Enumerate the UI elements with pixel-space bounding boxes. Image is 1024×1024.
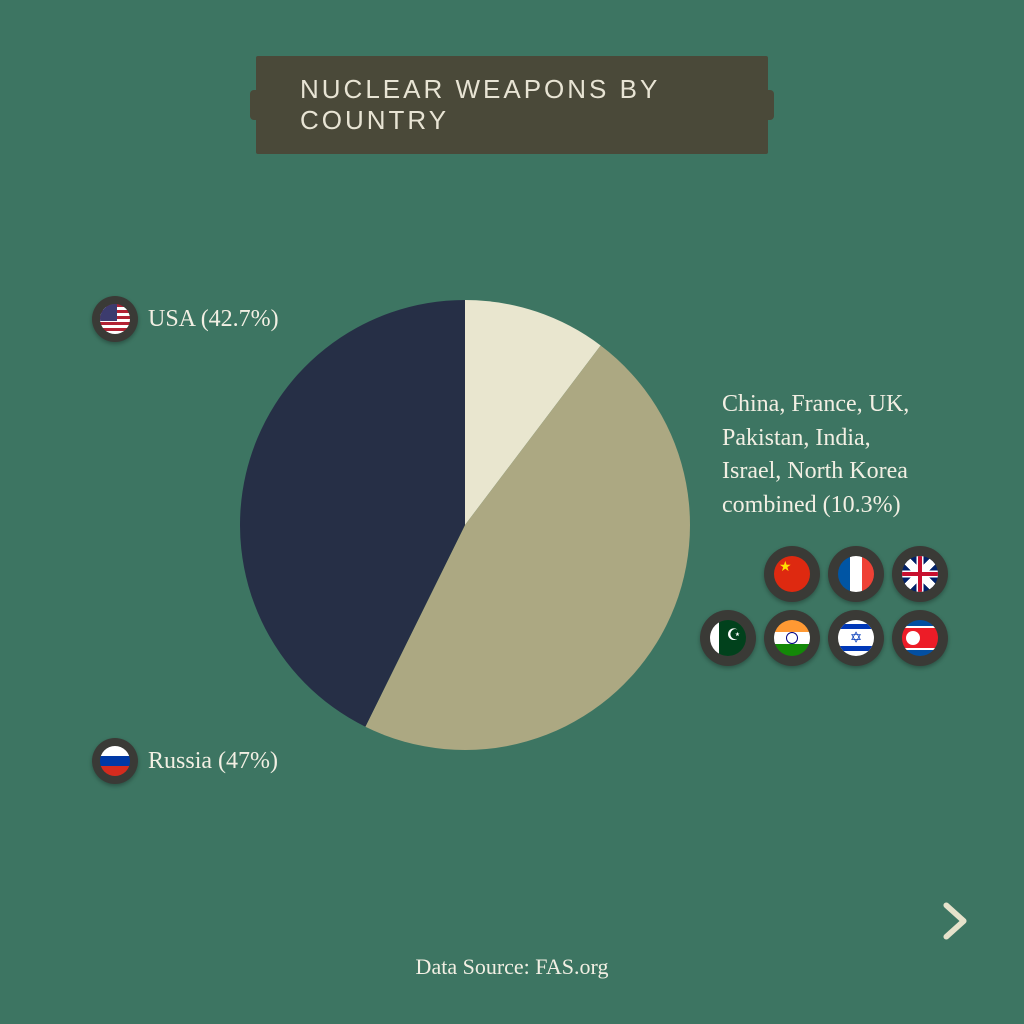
label-other-line: combined (10.3%) [722,489,982,523]
france-flag-icon [828,546,884,602]
label-other-line: Israel, North Korea [722,455,982,489]
label-other: China, France, UK, Pakistan, India, Isra… [722,388,982,522]
china-flag-icon [764,546,820,602]
label-other-line: Pakistan, India, [722,422,982,456]
label-usa-text: USA (42.7%) [148,306,279,333]
page-title: NUCLEAR WEAPONS BY COUNTRY [300,74,660,135]
label-usa: USA (42.7%) [92,296,279,342]
israel-flag-icon [828,610,884,666]
india-flag-icon [764,610,820,666]
flag-row [700,546,948,602]
next-arrow-button[interactable] [934,900,976,942]
flag-grid [700,546,948,666]
label-other-line: China, France, UK, [722,388,982,422]
title-banner: NUCLEAR WEAPONS BY COUNTRY [256,56,768,154]
nkorea-flag-icon [892,610,948,666]
russia-flag-icon [92,738,138,784]
pakistan-flag-icon [700,610,756,666]
uk-flag-icon [892,546,948,602]
label-russia: Russia (47%) [92,738,278,784]
flag-row [700,610,948,666]
chevron-right-icon [934,900,976,942]
data-source: Data Source: FAS.org [416,954,609,980]
label-russia-text: Russia (47%) [148,748,278,775]
usa-flag-icon [92,296,138,342]
pie-chart [240,300,690,750]
